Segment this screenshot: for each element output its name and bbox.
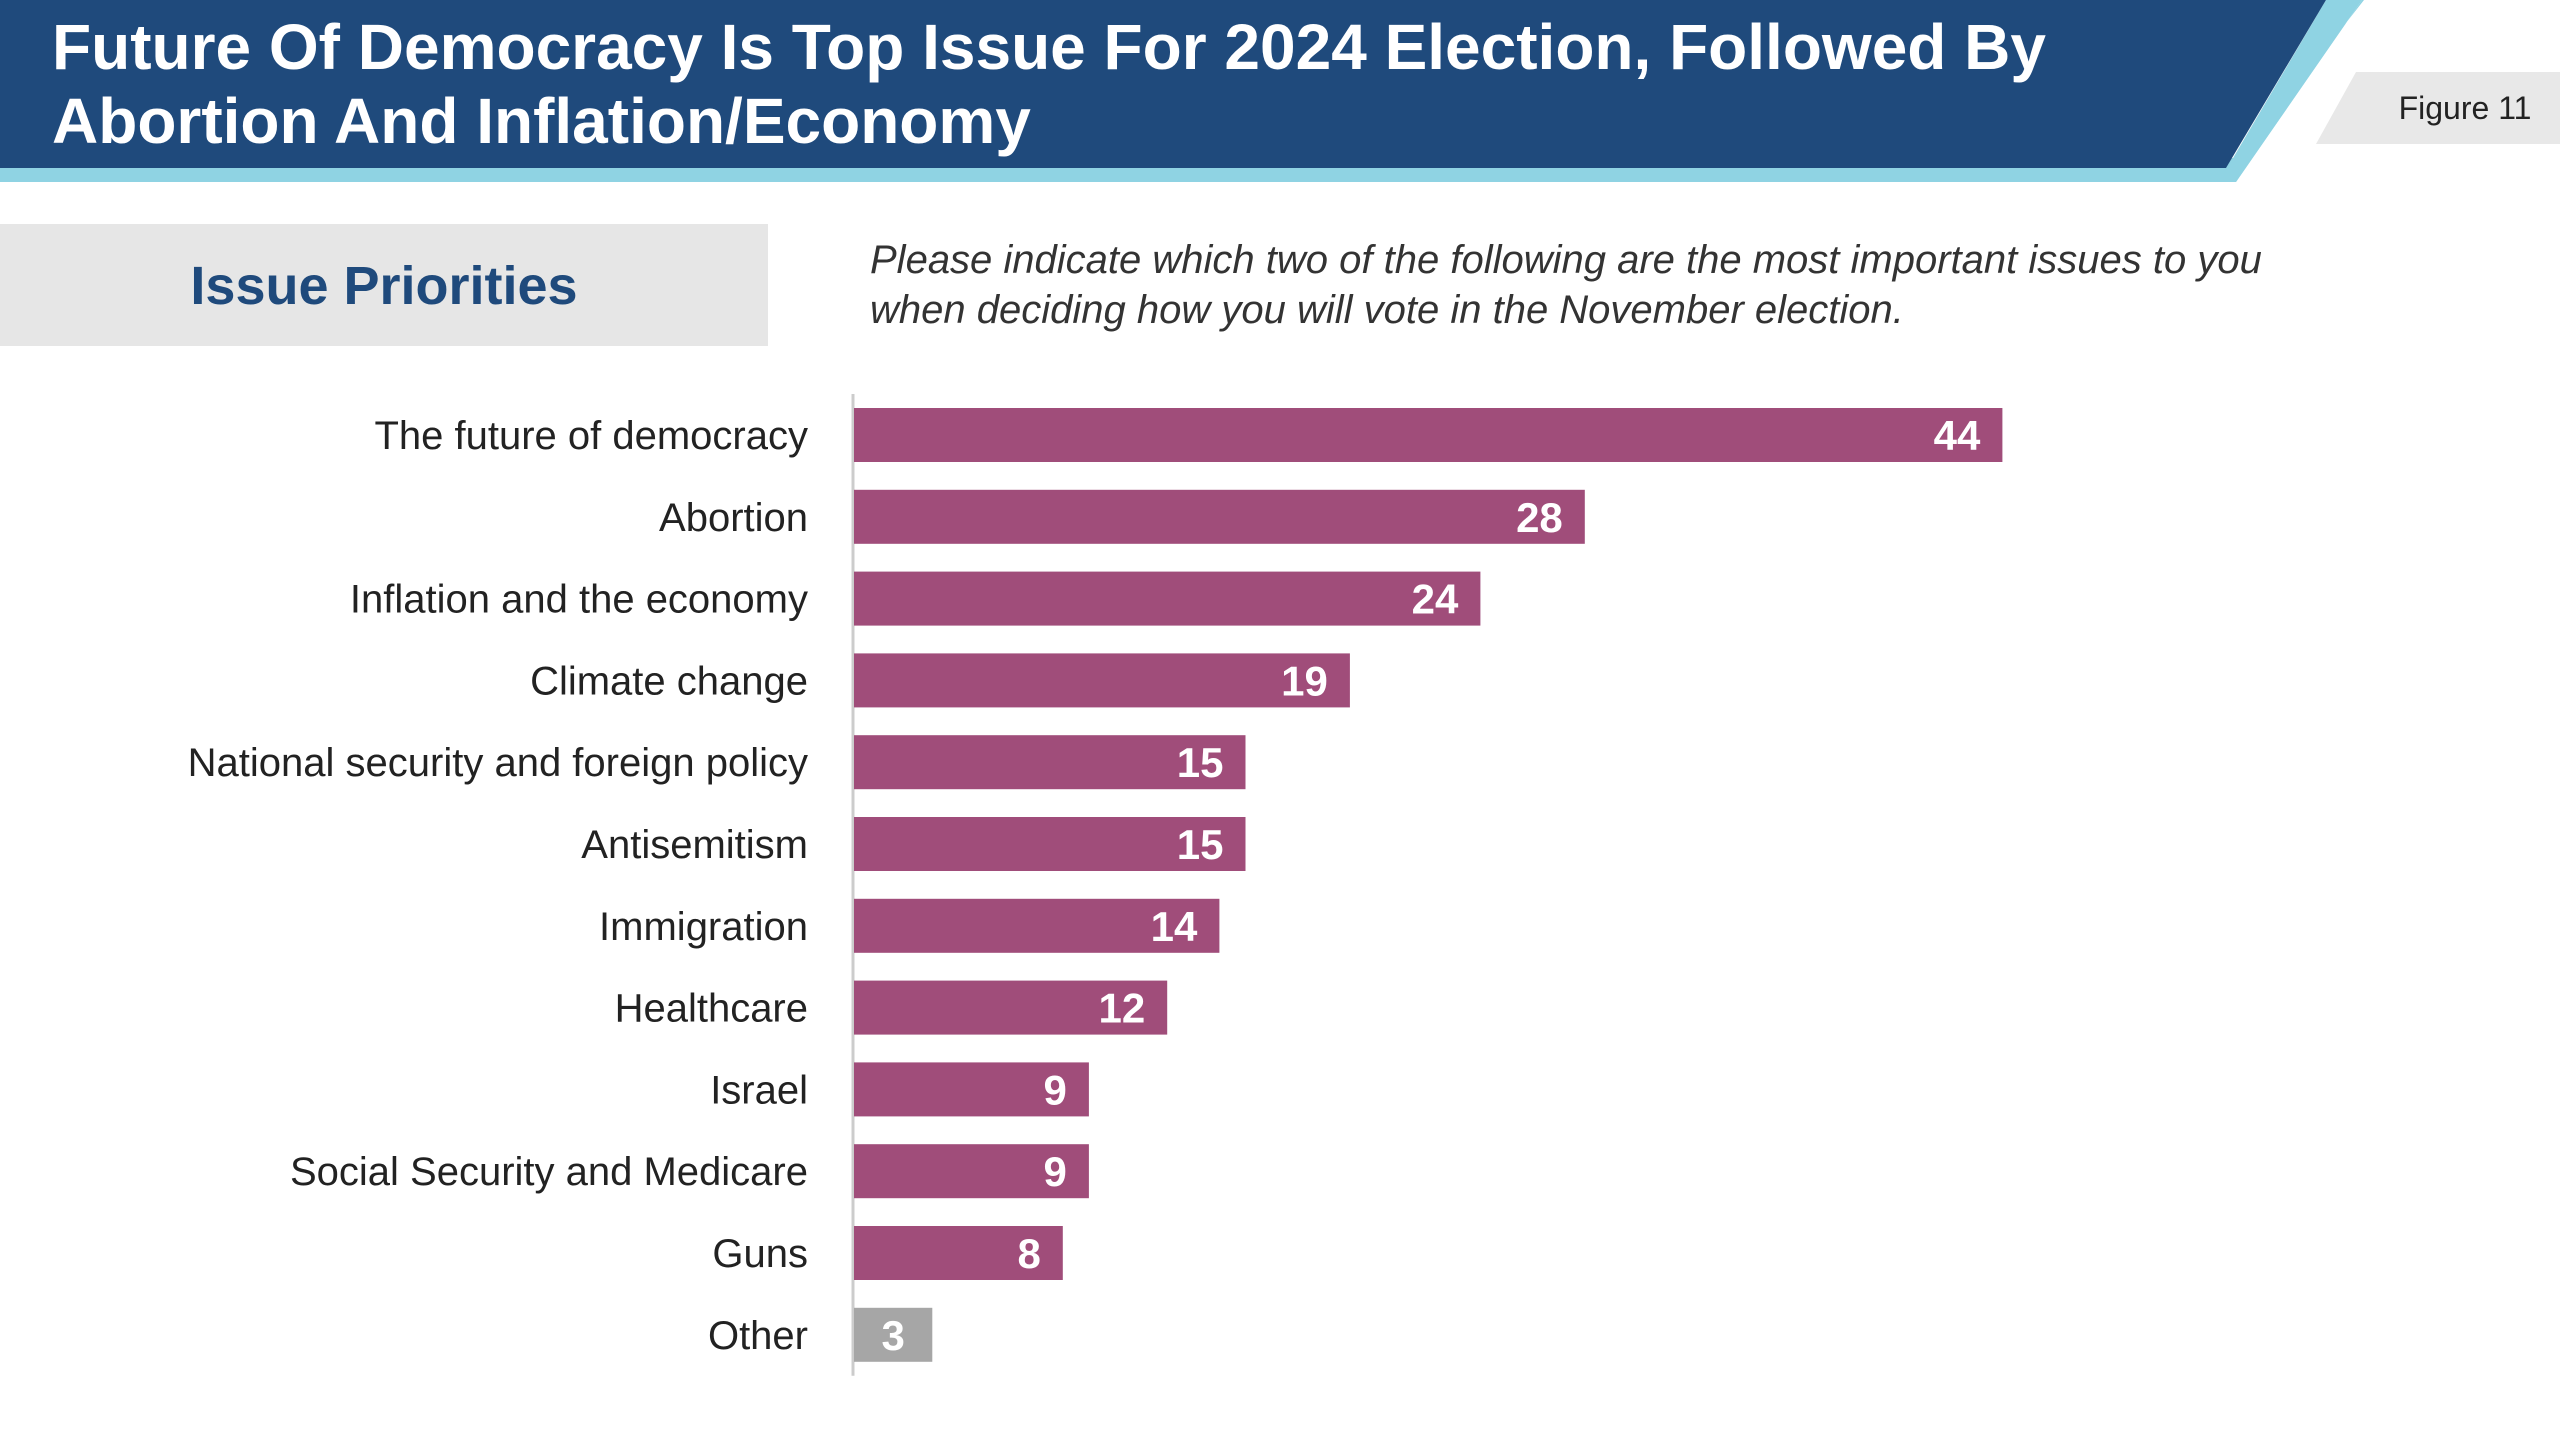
bar <box>854 653 1350 708</box>
bar-value-label: 9 <box>1044 1148 1067 1195</box>
category-label: National security and foreign policy <box>188 741 808 785</box>
category-label: Inflation and the economy <box>350 578 808 622</box>
title-line-1: Future Of Democracy Is Top Issue For 202… <box>52 11 2046 83</box>
bar-value-label: 24 <box>1412 576 1459 623</box>
bar <box>854 408 2003 462</box>
header-main-band <box>0 0 2326 168</box>
category-label: Healthcare <box>615 987 808 1031</box>
figure-label: Figure 11 <box>2398 90 2532 126</box>
bar-value-label: 8 <box>1017 1230 1040 1277</box>
subtitle-box <box>0 224 768 346</box>
bar-value-label: 19 <box>1281 657 1328 704</box>
bar <box>854 980 1168 1035</box>
category-label: Social Security and Medicare <box>290 1150 808 1194</box>
bar <box>854 489 1585 544</box>
bar <box>854 571 1481 626</box>
category-label: The future of democracy <box>374 414 808 458</box>
category-label: Other <box>708 1314 808 1358</box>
header-banner <box>0 0 2364 182</box>
bar <box>854 817 1246 871</box>
bar <box>854 1307 933 1362</box>
category-label: Israel <box>710 1068 808 1112</box>
bar-value-label: 15 <box>1177 821 1224 868</box>
bar-value-label: 28 <box>1516 494 1563 541</box>
question-line-1: Please indicate which two of the followi… <box>870 238 2262 282</box>
category-label: Guns <box>712 1232 808 1276</box>
category-label: Climate change <box>530 659 808 703</box>
bar <box>854 735 1246 790</box>
bar-value-label: 3 <box>881 1312 904 1359</box>
bar <box>854 1144 1089 1199</box>
bar-chart: The future of democracy 44 Abortion 28 Infla… <box>188 394 2003 1376</box>
bar <box>854 898 1220 953</box>
bar <box>854 1226 1063 1280</box>
category-label: Abortion <box>659 496 808 540</box>
survey-question: Please indicate which two of the followi… <box>870 235 2490 335</box>
category-label: Antisemitism <box>581 823 808 867</box>
bar-value-label: 14 <box>1151 903 1198 950</box>
bar-value-label: 15 <box>1177 739 1224 786</box>
bar <box>854 1062 1089 1117</box>
section-subtitle: Issue Priorities <box>190 256 578 316</box>
page-title: Future Of Democracy Is Top Issue For 202… <box>52 10 2182 158</box>
question-line-2: when deciding how you will vote in the N… <box>870 288 1904 332</box>
figure-tab <box>2316 72 2560 144</box>
bar-value-label: 9 <box>1044 1066 1067 1113</box>
bar-value-label: 12 <box>1098 985 1145 1032</box>
title-line-2: Abortion And Inflation/Economy <box>52 85 1031 157</box>
bar-value-label: 44 <box>1934 412 1981 459</box>
category-label: Immigration <box>599 905 808 949</box>
